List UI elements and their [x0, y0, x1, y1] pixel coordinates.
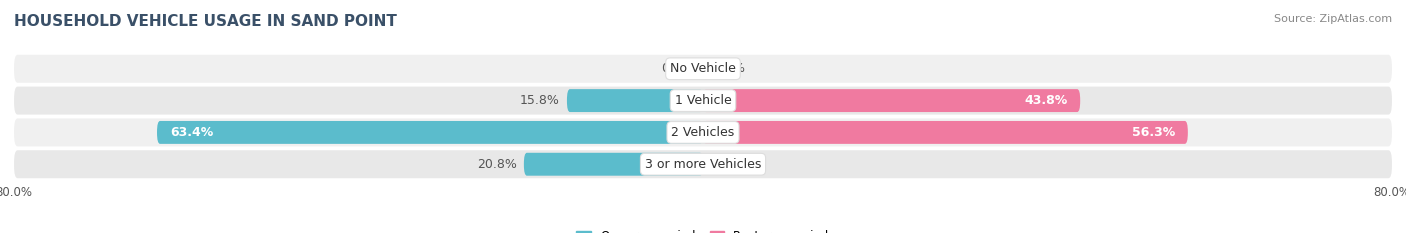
Text: 1 Vehicle: 1 Vehicle: [675, 94, 731, 107]
FancyBboxPatch shape: [703, 121, 1188, 144]
FancyBboxPatch shape: [703, 89, 1080, 112]
Text: 43.8%: 43.8%: [1024, 94, 1067, 107]
Text: 0.0%: 0.0%: [713, 158, 745, 171]
Text: HOUSEHOLD VEHICLE USAGE IN SAND POINT: HOUSEHOLD VEHICLE USAGE IN SAND POINT: [14, 14, 396, 29]
Text: 56.3%: 56.3%: [1132, 126, 1175, 139]
Text: 0.0%: 0.0%: [713, 62, 745, 75]
FancyBboxPatch shape: [14, 118, 1392, 146]
FancyBboxPatch shape: [14, 87, 1392, 115]
Legend: Owner-occupied, Renter-occupied: Owner-occupied, Renter-occupied: [572, 225, 834, 233]
Text: 63.4%: 63.4%: [170, 126, 214, 139]
Text: 3 or more Vehicles: 3 or more Vehicles: [645, 158, 761, 171]
FancyBboxPatch shape: [14, 55, 1392, 83]
FancyBboxPatch shape: [157, 121, 703, 144]
Text: 2 Vehicles: 2 Vehicles: [672, 126, 734, 139]
Text: Source: ZipAtlas.com: Source: ZipAtlas.com: [1274, 14, 1392, 24]
Text: No Vehicle: No Vehicle: [671, 62, 735, 75]
FancyBboxPatch shape: [14, 150, 1392, 178]
Text: 20.8%: 20.8%: [477, 158, 517, 171]
FancyBboxPatch shape: [567, 89, 703, 112]
Text: 0.0%: 0.0%: [661, 62, 693, 75]
FancyBboxPatch shape: [524, 153, 703, 176]
Text: 15.8%: 15.8%: [520, 94, 560, 107]
